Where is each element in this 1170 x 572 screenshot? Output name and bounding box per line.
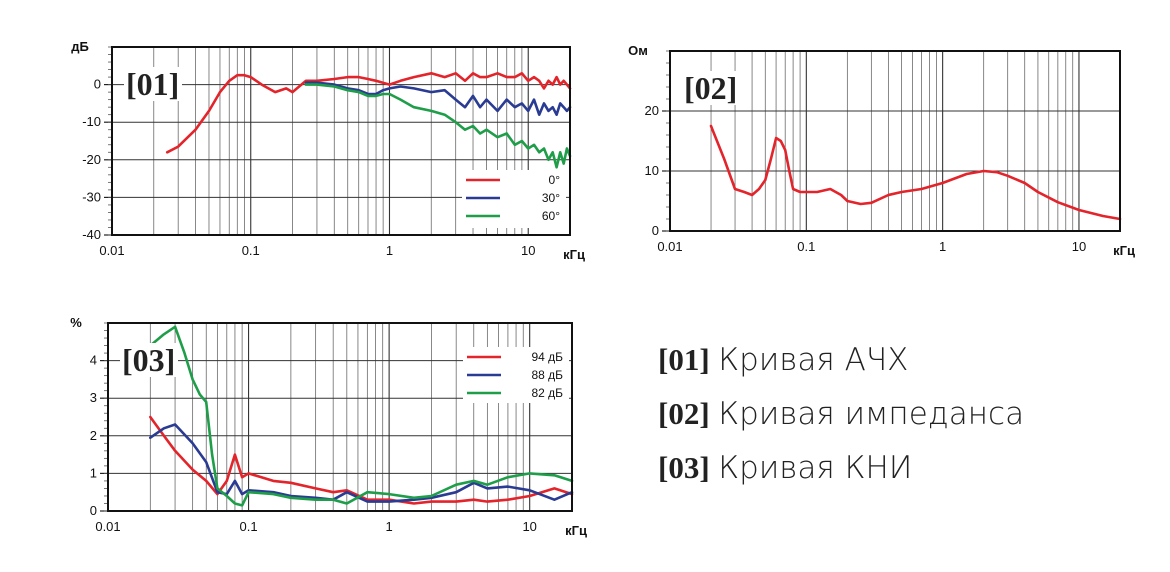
series-line-03-1 bbox=[149, 415, 574, 505]
y-tick-label: -10 bbox=[82, 114, 101, 129]
x-tick-label: 0.01 bbox=[657, 239, 682, 254]
x-tick-label: 1 bbox=[939, 239, 946, 254]
x-tick-label: 10 bbox=[521, 243, 535, 258]
plot-frame bbox=[669, 50, 1121, 232]
caption-03: [03] Кривая КНИ bbox=[658, 450, 912, 486]
caption-02-tag: [02] bbox=[658, 396, 710, 431]
plot-frame bbox=[107, 322, 573, 512]
x-tick-label: 0.1 bbox=[240, 519, 258, 534]
caption-01-tag: [01] bbox=[658, 342, 710, 377]
series-line-02-1 bbox=[709, 124, 1122, 221]
x-tick-label: 1 bbox=[386, 243, 393, 258]
x-tick-label: 1 bbox=[386, 519, 393, 534]
plot-frame bbox=[111, 46, 571, 236]
series-line-01-2 bbox=[304, 81, 572, 116]
legend-label: 30° bbox=[542, 191, 560, 205]
x-axis-label: кГц bbox=[563, 247, 585, 262]
x-tick-label: 10 bbox=[1072, 239, 1086, 254]
y-tick-label: 10 bbox=[645, 163, 659, 178]
y-tick-label: -20 bbox=[82, 152, 101, 167]
series-line-01-1 bbox=[165, 72, 572, 154]
series-line-03-3 bbox=[149, 325, 574, 507]
x-axis-label: кГц bbox=[1113, 243, 1135, 258]
legend-label: 94 дБ bbox=[531, 350, 563, 364]
chart-03: 0 1 2 3 4 0.01 0.1 1 10% кГц [03] 94 дБ 88 дБ 82 дБ bbox=[70, 315, 587, 538]
x-axis-label: кГц bbox=[565, 523, 587, 538]
caption-01-text: Кривая АЧХ bbox=[718, 342, 909, 378]
y-tick-label: 20 bbox=[645, 103, 659, 118]
y-tick-label: 0 bbox=[652, 223, 659, 238]
y-tick-label: -40 bbox=[82, 227, 101, 242]
y-axis-label: дБ bbox=[71, 39, 89, 54]
y-axis-label: Ом bbox=[628, 43, 648, 58]
y-tick-label: -30 bbox=[82, 189, 101, 204]
caption-02: [02] Кривая импеданса bbox=[658, 396, 1024, 432]
x-tick-label: 0.01 bbox=[99, 243, 124, 258]
panel-tag-bg bbox=[120, 343, 178, 377]
caption-03-tag: [03] bbox=[658, 450, 710, 485]
panel-tag: [02] bbox=[684, 70, 737, 106]
panel-tag: [01] bbox=[126, 66, 179, 102]
panel-tag: [03] bbox=[122, 342, 175, 378]
y-tick-label: 2 bbox=[90, 428, 97, 443]
y-tick-label: 0 bbox=[94, 77, 101, 92]
legend-label: 0° bbox=[549, 173, 561, 187]
caption-02-text: Кривая импеданса bbox=[718, 396, 1025, 432]
chart-01: 0 -10 -20 -30 -400.01 0.1 1 10 дБ кГц [01] 0° 30° 60° bbox=[71, 39, 585, 262]
x-tick-label: 0.1 bbox=[242, 243, 260, 258]
y-tick-label: 1 bbox=[90, 465, 97, 480]
x-tick-label: 0.1 bbox=[797, 239, 815, 254]
caption-01: [01] Кривая АЧХ bbox=[658, 342, 908, 378]
x-tick-label: 10 bbox=[522, 519, 536, 534]
y-axis-label: % bbox=[70, 315, 82, 330]
x-tick-label: 0.01 bbox=[95, 519, 120, 534]
y-tick-label: 4 bbox=[90, 353, 97, 368]
legend-label: 60° bbox=[542, 209, 560, 223]
panel-tag-bg bbox=[124, 67, 182, 101]
chart-02: 0 10 20 0.01 0.1 1 10 Ом кГц [02] bbox=[628, 43, 1135, 258]
y-tick-label: 3 bbox=[90, 390, 97, 405]
legend-label: 88 дБ bbox=[531, 368, 563, 382]
y-tick-label: 0 bbox=[90, 503, 97, 518]
panel-tag-bg bbox=[682, 71, 740, 105]
series-line-01-3 bbox=[304, 83, 572, 169]
caption-03-text: Кривая КНИ bbox=[718, 450, 913, 486]
legend-label: 82 дБ bbox=[531, 386, 563, 400]
